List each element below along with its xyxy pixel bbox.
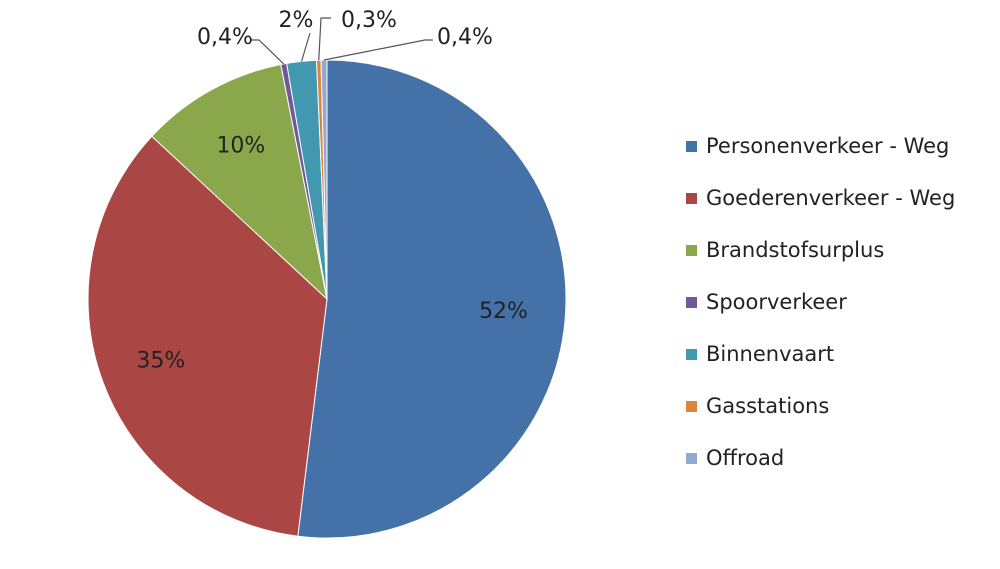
pie-slice-personenverkeer-weg <box>297 59 567 539</box>
legend-swatch <box>686 296 697 308</box>
legend-swatch <box>686 192 697 204</box>
legend-swatch <box>686 244 697 256</box>
data-label-offroad: 0,4% <box>437 25 493 50</box>
data-label-goederenverkeer-weg: 35% <box>136 349 185 374</box>
legend-label: Spoorverkeer <box>706 290 847 314</box>
legend-item: Spoorverkeer <box>686 276 996 328</box>
leader-line <box>318 17 331 61</box>
legend: Personenverkeer - Weg Goederenverkeer - W… <box>686 120 996 484</box>
leader-line <box>251 39 285 65</box>
legend-item: Gasstations <box>686 380 996 432</box>
leader-lines <box>251 17 433 65</box>
legend-swatch <box>686 400 697 412</box>
data-label-gasstations: 0,3% <box>341 8 397 33</box>
pie-slice-goederenverkeer-weg <box>87 135 328 537</box>
legend-label: Brandstofsurplus <box>706 238 885 262</box>
data-label-binnenvaart: 2% <box>279 8 314 33</box>
legend-label: Goederenverkeer - Weg <box>706 186 956 210</box>
pie-slice-brandstofsurplus <box>151 63 328 301</box>
legend-label: Personenverkeer - Weg <box>706 134 950 158</box>
data-labels: 52% 35% 10% 0,4% 2% 0,3% 0,4% <box>136 8 528 374</box>
leader-line <box>323 39 433 61</box>
legend-item: Goederenverkeer - Weg <box>686 172 996 224</box>
data-label-brandstofsurplus: 10% <box>216 134 265 159</box>
legend-item: Offroad <box>686 432 996 484</box>
data-label-personenverkeer-weg: 52% <box>479 299 528 324</box>
legend-swatch <box>686 452 697 464</box>
data-label-spoorverkeer: 0,4% <box>197 25 253 50</box>
leader-line <box>300 32 311 62</box>
legend-label: Offroad <box>706 446 785 470</box>
legend-label: Gasstations <box>706 394 830 418</box>
legend-label: Binnenvaart <box>706 342 835 366</box>
legend-swatch <box>686 140 697 152</box>
legend-item: Brandstofsurplus <box>686 224 996 276</box>
legend-swatch <box>686 348 697 360</box>
pie-slices <box>87 59 567 539</box>
legend-item: Personenverkeer - Weg <box>686 120 996 172</box>
legend-item: Binnenvaart <box>686 328 996 380</box>
